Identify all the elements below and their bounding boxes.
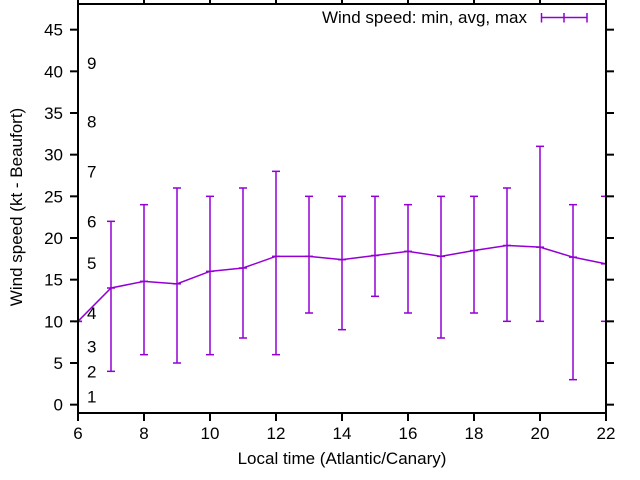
x-tick-label: 18 bbox=[465, 424, 484, 443]
y-tick-label: 30 bbox=[44, 146, 63, 165]
y-tick-label: 10 bbox=[44, 312, 63, 331]
y-axis-title: Wind speed (kt - Beaufort) bbox=[7, 107, 26, 307]
beaufort-label: 2 bbox=[87, 362, 96, 381]
beaufort-label: 6 bbox=[87, 212, 96, 231]
beaufort-label: 1 bbox=[87, 387, 96, 406]
avg-line bbox=[77, 244, 607, 322]
plot-border-and-ticks bbox=[70, 0, 614, 421]
y-tick-label: 25 bbox=[44, 187, 63, 206]
x-axis-title: Local time (Atlantic/Canary) bbox=[237, 449, 447, 468]
beaufort-label: 8 bbox=[87, 112, 96, 131]
x-tick-label: 22 bbox=[597, 424, 616, 443]
x-tick-label: 10 bbox=[201, 424, 220, 443]
beaufort-label: 9 bbox=[87, 54, 96, 73]
y-tick-label: 0 bbox=[54, 396, 63, 415]
legend-errorbar-sample-icon bbox=[540, 13, 588, 23]
x-tick-label: 12 bbox=[267, 424, 286, 443]
x-tick-label: 16 bbox=[399, 424, 418, 443]
y-tick-label: 45 bbox=[44, 21, 63, 40]
x-tick-label: 14 bbox=[333, 424, 352, 443]
beaufort-label: 4 bbox=[87, 304, 96, 323]
beaufort-scale-labels: 1 2 3 4 5 6 7 8 9 bbox=[87, 54, 96, 406]
y-tick-label: 35 bbox=[44, 104, 63, 123]
y-tick-label: 5 bbox=[54, 354, 63, 373]
y-tick-label: 20 bbox=[44, 229, 63, 248]
y-tick-label: 40 bbox=[44, 62, 63, 81]
x-tick-label: 8 bbox=[139, 424, 148, 443]
beaufort-label: 7 bbox=[87, 162, 96, 181]
legend-label: Wind speed: min, avg, max bbox=[321, 8, 527, 27]
x-tick-label: 20 bbox=[531, 424, 550, 443]
beaufort-label: 3 bbox=[87, 337, 96, 356]
beaufort-label: 5 bbox=[87, 254, 96, 273]
error-bars bbox=[74, 145, 607, 381]
x-tick-label: 6 bbox=[73, 424, 82, 443]
y-tick-label: 15 bbox=[44, 271, 63, 290]
